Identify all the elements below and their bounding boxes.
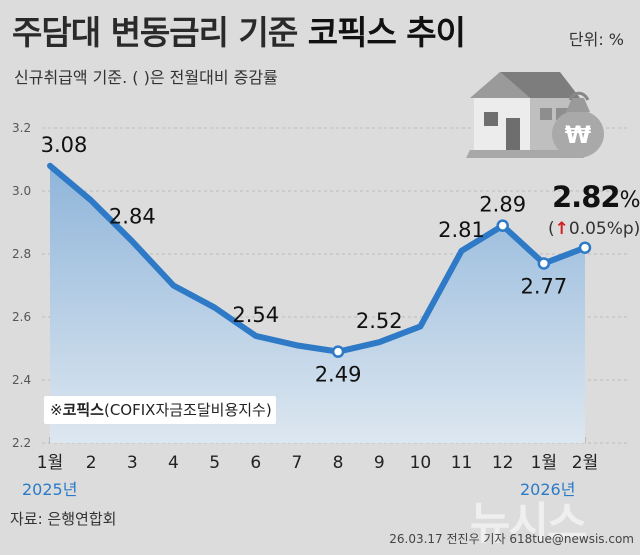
- latest-value: 2.82: [552, 180, 621, 214]
- x-tick-label: 5: [209, 453, 220, 473]
- data-label: 2.54: [232, 303, 279, 327]
- x-tick-labels: 1월 2 3 4 5 6 7 8 9 10 11 12 1월 2월: [37, 453, 598, 473]
- note-rest: (COFIX자금조달비용지수): [103, 401, 272, 419]
- point-marker: [496, 219, 509, 232]
- data-label: 2.84: [109, 204, 156, 228]
- won-icon: ₩: [565, 121, 592, 149]
- subtitle: 신규취급액 기준. ( )은 전월대비 증감률: [14, 68, 278, 87]
- data-label: 2.89: [479, 193, 526, 217]
- y-tick-label: 2.6: [12, 310, 31, 324]
- latest-change: (↑0.05%p): [548, 219, 640, 239]
- x-tick-label: 3: [127, 453, 138, 473]
- x-tick-label: 1월: [37, 453, 63, 473]
- watermark-logo: 뉴시스: [470, 498, 587, 549]
- area-fill: [50, 165, 585, 444]
- title-row: 주담대 변동금리 기준 코픽스 추이 단위: %: [12, 4, 632, 56]
- data-label: 2.81: [438, 218, 485, 242]
- point-marker: [537, 257, 551, 270]
- data-label: 2.77: [520, 274, 567, 298]
- year-label-2025: 2025년: [22, 480, 78, 499]
- x-tick-label: 10: [410, 453, 432, 473]
- x-tick-label: 6: [250, 453, 261, 473]
- note-bold: 코픽스: [62, 401, 104, 419]
- chart-title: 주담대 변동금리 기준 코픽스 추이: [12, 6, 466, 54]
- note-box: ※코픽스(COFIX자금조달비용지수): [44, 396, 276, 424]
- x-tick-label: 2: [86, 453, 97, 473]
- data-label: 3.08: [41, 133, 88, 157]
- note-prefix: ※: [50, 401, 63, 419]
- y-tick-label: 3.0: [12, 184, 31, 198]
- y-tick-label: 2.4: [12, 373, 31, 387]
- latest-value-callout: 2.82%: [552, 180, 640, 214]
- source-text: 자료: 은행연합회: [10, 510, 117, 528]
- y-tick-label: 3.2: [12, 121, 31, 135]
- house-money-bag-illustration: ₩: [466, 72, 604, 158]
- title-prefix: 주담대 변동금리 기준: [12, 13, 308, 52]
- credit-text: 26.03.17 전진우 기자 618tue@newsis.com: [389, 532, 634, 546]
- y-tick-label: 2.8: [12, 247, 31, 261]
- y-tick-labels: 2.2 2.4 2.6 2.8 3.0 3.2: [12, 121, 31, 450]
- up-arrow-icon: ↑: [554, 219, 569, 239]
- point-marker: [578, 241, 592, 254]
- x-tick-label: 9: [374, 453, 385, 473]
- data-label: 2.49: [315, 363, 362, 387]
- point-marker: [331, 345, 345, 358]
- x-tick-label: 12: [492, 453, 514, 473]
- x-tick-label: 8: [333, 453, 344, 473]
- x-tick-label: 2월: [572, 453, 598, 473]
- x-tick-label: 11: [451, 453, 473, 473]
- change-open-paren: (: [548, 219, 555, 239]
- change-text: 0.05%p): [568, 219, 640, 239]
- title-emphasis: 코픽스 추이: [307, 13, 466, 52]
- data-label: 2.52: [356, 309, 403, 333]
- x-tick-label: 7: [292, 453, 303, 473]
- latest-percent-sign: %: [619, 188, 640, 213]
- year-label-2026: 2026년: [520, 480, 576, 499]
- series-line: [47, 162, 588, 355]
- x-tick-label: 1월: [531, 453, 557, 473]
- y-tick-label: 2.2: [12, 436, 31, 450]
- point-markers: [331, 219, 592, 358]
- unit-label: 단위: %: [568, 30, 624, 49]
- x-tick-label: 4: [168, 453, 179, 473]
- data-labels: 3.08 2.84 2.54 2.49 2.52 2.812.89 2.77: [41, 133, 568, 387]
